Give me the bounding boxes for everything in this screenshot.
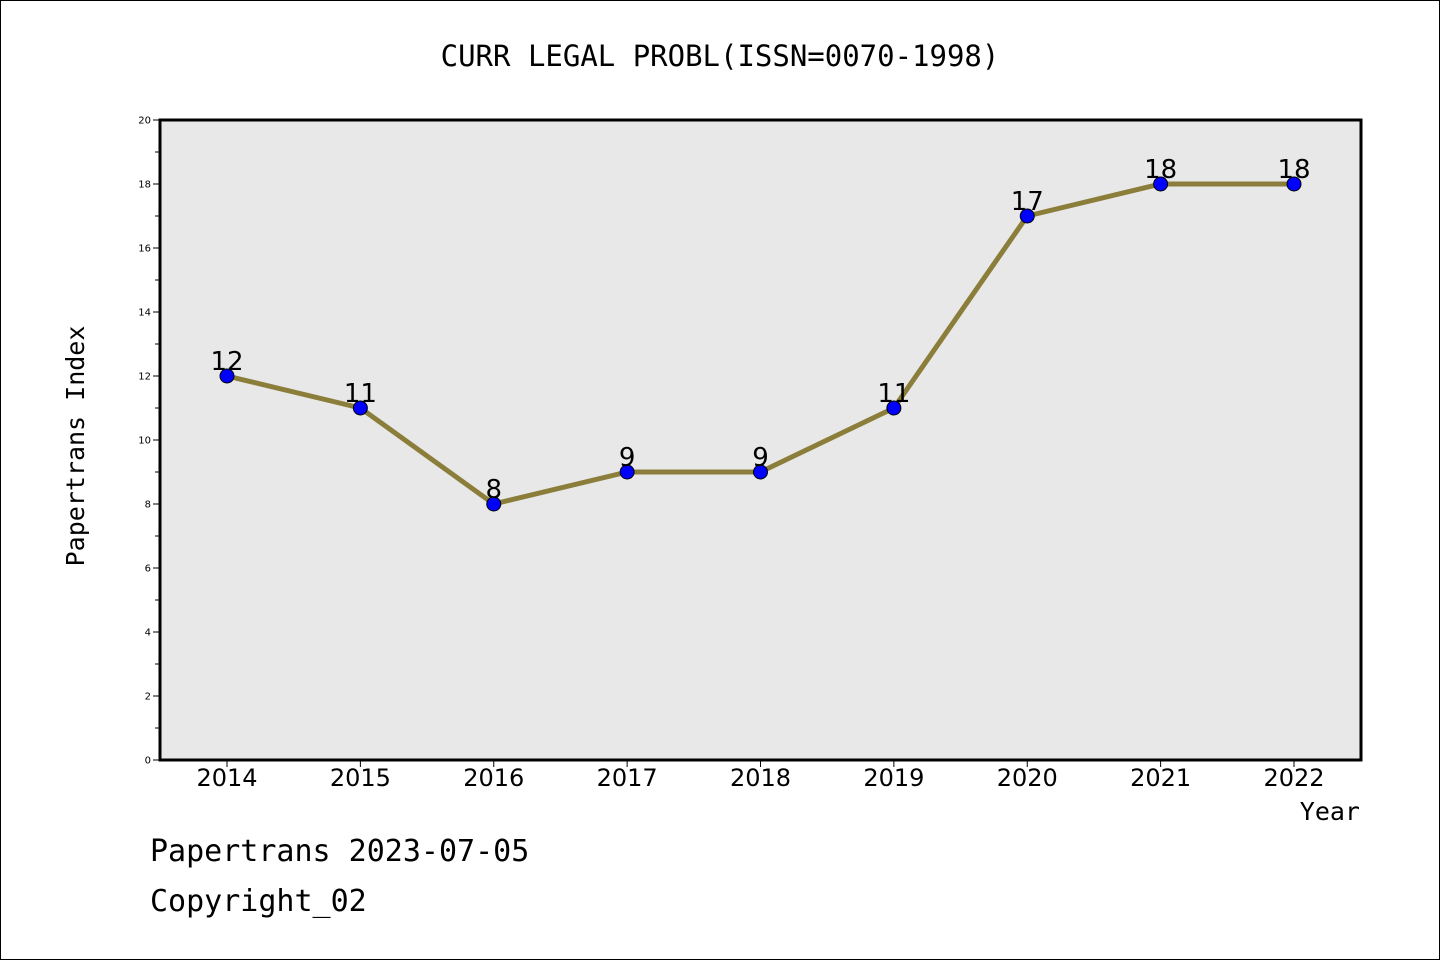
x-tick-label: 2017 [597, 764, 658, 792]
y-tick-label: 8 [145, 500, 151, 511]
y-tick-label: 2 [145, 692, 151, 703]
plot-area [160, 120, 1361, 760]
x-tick-label: 2014 [196, 764, 257, 792]
x-tick-label: 2022 [1263, 764, 1324, 792]
y-tick-label: 10 [138, 436, 151, 447]
data-point [1019, 208, 1035, 224]
data-label: 18 [1277, 155, 1310, 185]
footer-copyright-line: Copyright_02 [150, 884, 367, 919]
data-point [886, 400, 902, 416]
y-axis: 0 2 4 6 8 10 12 14 16 18 20 [138, 116, 160, 767]
y-tick-label: 12 [138, 372, 151, 383]
data-point [1153, 176, 1169, 192]
data-point [1286, 176, 1302, 192]
footer-date-line: Papertrans 2023-07-05 [150, 834, 530, 869]
data-point [486, 496, 502, 512]
x-tick-label: 2021 [1130, 764, 1191, 792]
y-tick-label: 6 [145, 564, 151, 575]
plot-border [158, 118, 1363, 762]
y-tick-label: 16 [138, 244, 151, 255]
y-axis-label: Papertrans Index [61, 326, 90, 567]
y-tick-label: 20 [138, 116, 151, 127]
x-tick-label: 2020 [997, 764, 1058, 792]
y-tick-label: 0 [145, 756, 151, 767]
data-point [352, 400, 368, 416]
data-label: 8 [485, 475, 502, 505]
x-axis: 2014 2015 2016 2017 2018 2019 2020 2021 2022 [196, 760, 1325, 792]
data-label: 9 [752, 443, 769, 473]
y-tick-label: 4 [145, 628, 151, 639]
data-label: 12 [210, 347, 243, 377]
data-label: 17 [1011, 187, 1044, 217]
data-point [753, 464, 768, 480]
chart-title: CURR LEGAL PROBL(ISSN=0070-1998) [441, 39, 1000, 73]
data-point [619, 464, 635, 480]
data-label: 18 [1144, 155, 1177, 185]
data-labels: 12 11 8 9 9 11 17 18 18 [210, 155, 1310, 505]
x-tick-label: 2015 [330, 764, 391, 792]
data-label: 11 [877, 379, 910, 409]
x-tick-label: 2018 [730, 764, 791, 792]
y-tick-label: 18 [138, 180, 151, 191]
x-axis-label: Year [1300, 797, 1360, 826]
data-label: 9 [619, 443, 636, 473]
series [219, 176, 1302, 512]
y-tick-label: 14 [138, 308, 151, 319]
data-point [219, 368, 235, 384]
x-tick-label: 2016 [463, 764, 524, 792]
data-label: 11 [344, 379, 377, 409]
x-tick-label: 2019 [863, 764, 924, 792]
